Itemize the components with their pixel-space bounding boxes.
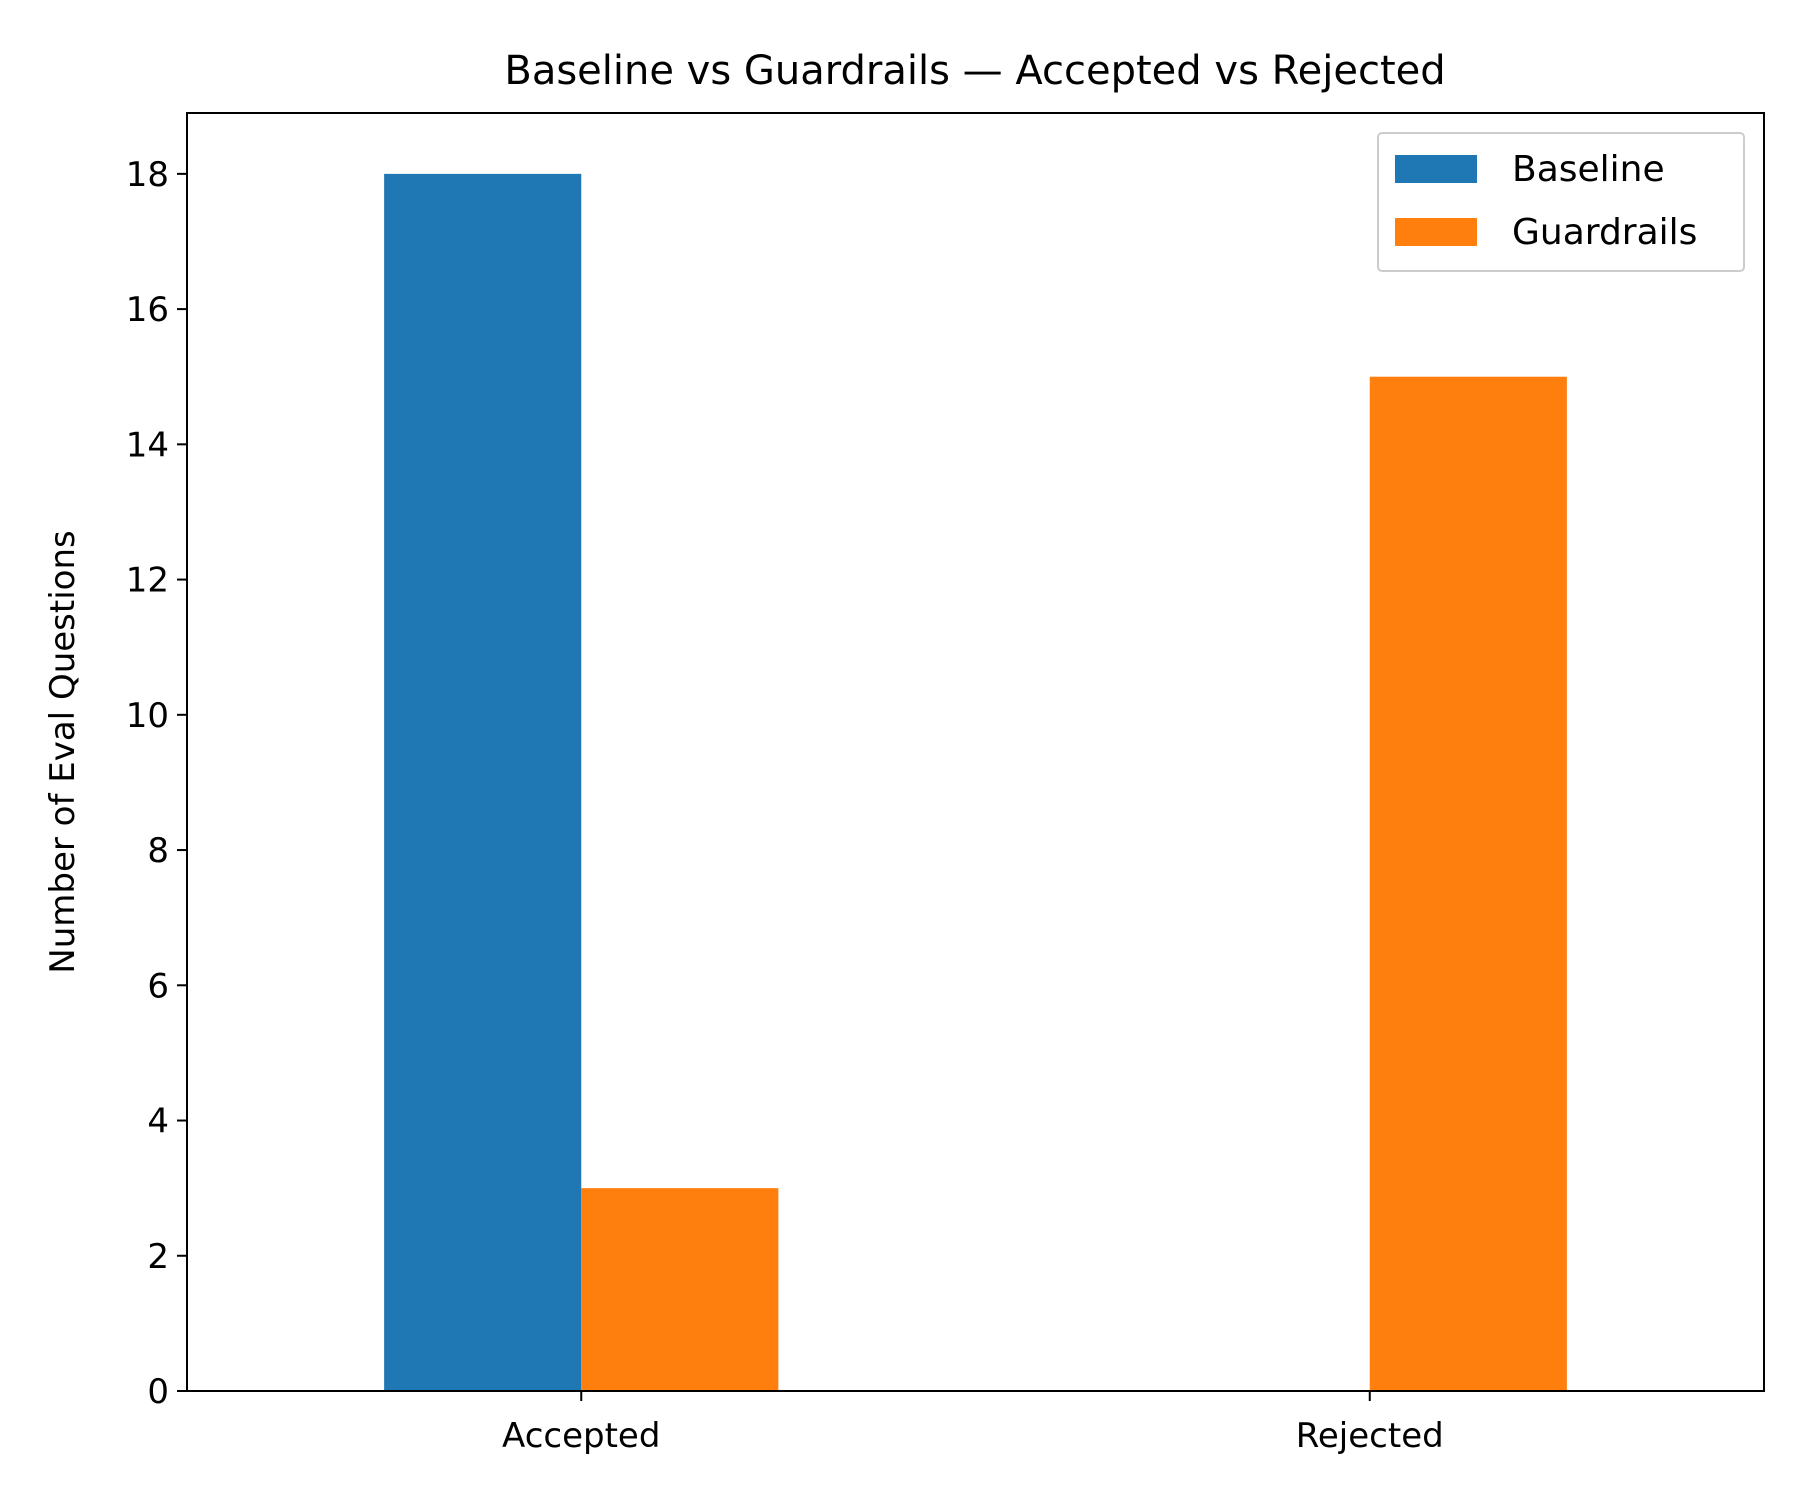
y-tick-label: 16 <box>126 290 169 330</box>
y-tick-label: 6 <box>147 966 169 1006</box>
legend-label-baseline: Baseline <box>1512 149 1665 190</box>
x-tick-label: Rejected <box>1296 1416 1444 1456</box>
bar-baseline-accepted <box>384 173 582 1391</box>
y-axis: 0 2 4 6 8 10 12 14 16 18 <box>126 155 187 1412</box>
y-tick-label: 12 <box>126 561 169 601</box>
legend-swatch-baseline <box>1395 155 1477 183</box>
legend: Baseline Guardrails <box>1377 132 1745 272</box>
legend-label-guardrails: Guardrails <box>1512 212 1697 253</box>
x-tick-label: Accepted <box>502 1416 660 1456</box>
y-tick-label: 8 <box>147 831 169 871</box>
y-tick-label: 10 <box>126 696 169 736</box>
bar-guardrails-accepted <box>581 1188 779 1391</box>
plot-frame <box>186 112 1765 1392</box>
legend-swatch-guardrails <box>1395 218 1477 246</box>
x-axis: Accepted Rejected <box>502 1391 1444 1456</box>
chart-title: Baseline vs Guardrails — Accepted vs Rej… <box>504 48 1445 94</box>
y-tick-label: 18 <box>126 155 169 195</box>
bar-guardrails-rejected <box>1369 376 1567 1391</box>
y-axis-label: Number of Eval Questions <box>43 530 83 973</box>
y-tick-label: 14 <box>126 425 169 465</box>
bars-group <box>384 173 1567 1391</box>
y-tick-label: 4 <box>147 1102 169 1142</box>
y-tick-label: 0 <box>147 1372 169 1412</box>
y-tick-label: 2 <box>147 1237 169 1277</box>
